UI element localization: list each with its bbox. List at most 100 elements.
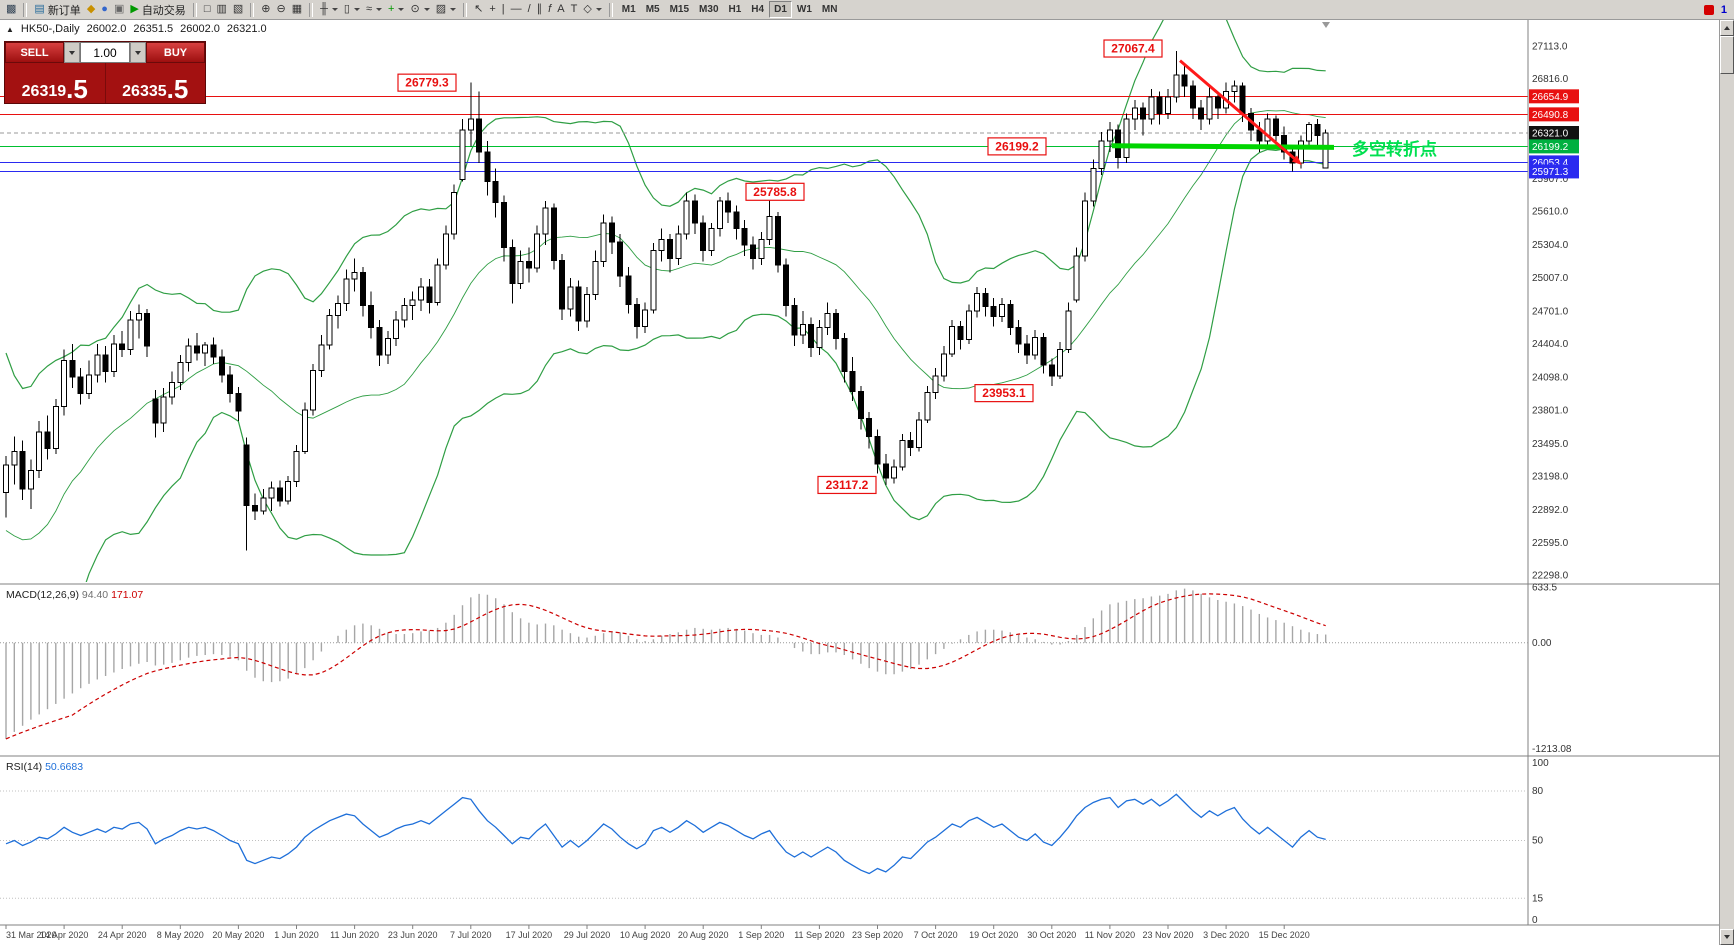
svg-text:20 Aug 2020: 20 Aug 2020 <box>678 930 729 940</box>
zoom-in-button[interactable]: ⊕ <box>258 1 273 19</box>
print-icon: ▣ <box>113 3 125 15</box>
buy-button[interactable]: BUY <box>146 42 205 63</box>
new-window-icon: □ <box>203 3 211 15</box>
trend-segment[interactable] <box>1111 143 1335 150</box>
new-order-button[interactable]: ▤ 新订单 <box>31 1 83 19</box>
arrows-button[interactable]: ◇ <box>580 1 604 19</box>
channel-icon: ∥ <box>536 3 543 15</box>
price-marker-box <box>1529 89 1579 104</box>
grid-button[interactable]: ▦ <box>289 1 305 19</box>
crosshair-button[interactable]: + <box>486 1 498 19</box>
line-chart-button[interactable]: ≈ <box>363 1 385 19</box>
scroll-thumb[interactable] <box>1720 36 1734 74</box>
sell-button[interactable]: SELL <box>5 42 64 63</box>
market-watch-button[interactable]: ● <box>98 1 111 19</box>
buy-price-main: 26335 <box>122 83 167 100</box>
vertical-line-button[interactable]: | <box>499 1 508 19</box>
trend-arrow-head[interactable] <box>1291 155 1302 165</box>
one-click-trading-panel: SELL BUY 26319 .5 26335 .5 <box>4 41 206 104</box>
buy-price[interactable]: 26335 .5 <box>106 63 206 103</box>
main-plot <box>0 20 1528 582</box>
trendline-button[interactable]: / <box>525 1 534 19</box>
scroll-down-button[interactable] <box>1720 929 1734 945</box>
ohlc-low: 26002.0 <box>180 23 220 35</box>
indicators-icon: + <box>388 3 395 15</box>
timeframe-m1[interactable]: M1 <box>621 4 636 15</box>
timeframe-m5[interactable]: M5 <box>645 4 660 15</box>
volume-input[interactable] <box>80 42 130 63</box>
compile-button[interactable]: ◆ <box>84 1 98 19</box>
svg-text:7 Jul 2020: 7 Jul 2020 <box>450 930 492 940</box>
scroll-up-button[interactable] <box>1720 20 1734 36</box>
text-label-button[interactable]: T <box>568 1 581 19</box>
chart-title-overlay: ▲ HK50-,Daily 26002.0 26351.5 26002.0 26… <box>6 23 267 35</box>
autotrading-button[interactable]: ▶ 自动交易 <box>127 1 188 19</box>
svg-text:23198.0: 23198.0 <box>1532 472 1569 483</box>
new-window-button[interactable]: □ <box>201 1 214 19</box>
bollinger-lower-band <box>85 148 1326 582</box>
notification-count: 1 <box>1720 3 1727 16</box>
bar-chart-button[interactable]: ╫ <box>317 1 341 19</box>
timeframe-h4[interactable]: H4 <box>751 4 765 15</box>
price-tag-text: 23117.2 <box>826 478 869 492</box>
volume-options-caret[interactable] <box>130 42 146 63</box>
svg-text:31 Mar 2020: 31 Mar 2020 <box>6 930 57 940</box>
tile-windows-button[interactable]: ▥ <box>213 1 229 19</box>
price-tag-box[interactable] <box>1103 39 1163 58</box>
zoom-out-button[interactable]: ⊖ <box>274 1 289 19</box>
svg-text:23 Nov 2020: 23 Nov 2020 <box>1142 930 1193 940</box>
svg-text:25304.0: 25304.0 <box>1532 240 1569 251</box>
price-tag-box[interactable] <box>987 137 1047 156</box>
indicators-button[interactable]: + <box>385 1 407 19</box>
svg-text:24 Apr 2020: 24 Apr 2020 <box>98 930 147 940</box>
new-chart-button[interactable]: ▩ <box>3 1 19 19</box>
templates-icon: ▨ <box>435 3 447 15</box>
market-watch-icon: ● <box>101 3 108 15</box>
price-marker-box <box>1529 139 1579 154</box>
svg-text:24404.0: 24404.0 <box>1532 339 1569 350</box>
fibonacci-button[interactable]: f <box>545 1 554 19</box>
cascade-windows-button[interactable]: ▧ <box>230 1 246 19</box>
sell-options-caret[interactable] <box>64 42 80 63</box>
annotation-note[interactable]: 多空转折点 <box>1352 139 1437 159</box>
candlestick-chart-button[interactable]: ▯ <box>341 1 363 19</box>
toolbar-separator <box>192 2 197 17</box>
svg-text:3 Dec 2020: 3 Dec 2020 <box>1203 930 1249 940</box>
timeframe-m15[interactable]: M15 <box>669 4 690 15</box>
alert-icon[interactable] <box>1703 4 1714 15</box>
timeframe-w1[interactable]: W1 <box>796 4 812 15</box>
svg-text:10 Aug 2020: 10 Aug 2020 <box>620 930 671 940</box>
timeframe-h1[interactable]: H1 <box>728 4 742 15</box>
crosshair-icon: + <box>489 3 496 15</box>
one-click-collapse-icon[interactable]: ▲ <box>6 24 14 34</box>
svg-text:23 Jun 2020: 23 Jun 2020 <box>388 930 438 940</box>
price-marker-box <box>1529 107 1579 122</box>
price-tag-box[interactable] <box>974 384 1034 403</box>
chart-shift-marker[interactable] <box>1322 22 1330 28</box>
timeframe-d1[interactable]: D1 <box>769 1 792 18</box>
templates-button[interactable]: ▨ <box>433 1 459 19</box>
svg-text:30 Oct 2020: 30 Oct 2020 <box>1027 930 1076 940</box>
timeframe-m30[interactable]: M30 <box>699 4 719 15</box>
macd-signal-line <box>5 593 1326 740</box>
timeframe-mn[interactable]: MN <box>821 4 838 15</box>
svg-text:23 Sep 2020: 23 Sep 2020 <box>852 930 903 940</box>
svg-text:27113.0: 27113.0 <box>1532 42 1568 53</box>
print-button[interactable]: ▣ <box>111 1 127 19</box>
price-tag-box[interactable] <box>745 182 805 201</box>
horizontal-line-button[interactable]: — <box>508 1 525 19</box>
text-button[interactable]: A <box>554 1 567 19</box>
svg-text:24701.0: 24701.0 <box>1532 306 1569 317</box>
channel-button[interactable]: ∥ <box>534 1 546 19</box>
price-tag-box[interactable] <box>817 475 877 495</box>
svg-text:23801.0: 23801.0 <box>1532 405 1569 416</box>
vertical-scrollbar[interactable] <box>1719 20 1734 945</box>
trend-arrow[interactable] <box>1179 59 1296 160</box>
bollinger-middle-band <box>5 110 1326 541</box>
period-button[interactable]: ⊙ <box>407 1 432 19</box>
text-label-icon: T <box>570 3 578 15</box>
price-tag-box[interactable] <box>397 73 457 92</box>
cursor-button[interactable]: ↖ <box>471 1 486 19</box>
sell-price[interactable]: 26319 .5 <box>5 63 106 103</box>
